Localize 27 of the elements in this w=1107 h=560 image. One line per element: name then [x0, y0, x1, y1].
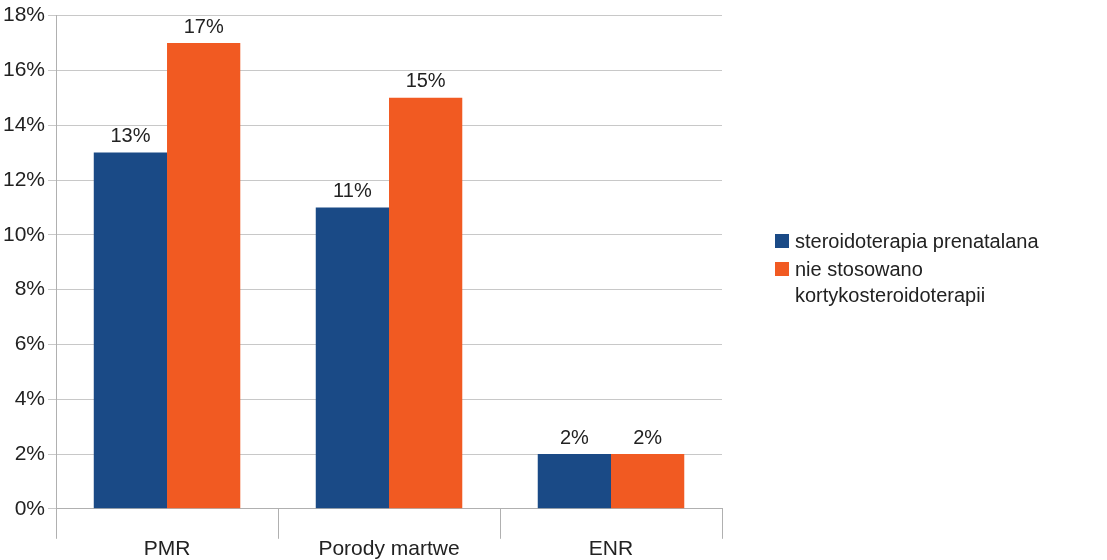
y-tick-label: 8% [14, 276, 46, 300]
bar [389, 97, 463, 509]
data-label: 15% [405, 69, 446, 92]
data-label: 2% [559, 425, 590, 448]
bar [93, 152, 168, 509]
bar [611, 454, 685, 509]
y-tick-label: 10% [3, 221, 46, 245]
y-tick-label: 2% [14, 440, 46, 464]
x-tick-label: ENR [588, 536, 634, 560]
data-label: 13% [110, 124, 151, 147]
bar [167, 43, 241, 509]
data-label: 11% [333, 178, 372, 201]
y-tick-label: 14% [3, 112, 46, 135]
legend-label: steroidoterapia prenatalana [795, 229, 1039, 254]
y-tick-label: 16% [3, 57, 46, 81]
y-tick-label: 4% [14, 386, 46, 409]
bar [315, 207, 390, 509]
bar [537, 454, 612, 509]
y-tick-label: 6% [14, 331, 46, 355]
x-tick-label: PMR [143, 536, 191, 560]
x-tick-label: Porody martwe [318, 536, 460, 560]
data-label: 17% [183, 14, 224, 37]
y-tick-label: 12% [3, 166, 46, 190]
y-tick-label: 18% [3, 2, 46, 26]
data-label: 2% [633, 425, 663, 448]
y-tick-label: 0% [14, 495, 46, 519]
legend-label: nie stosowano kortykosteroidoterapii [795, 257, 987, 308]
